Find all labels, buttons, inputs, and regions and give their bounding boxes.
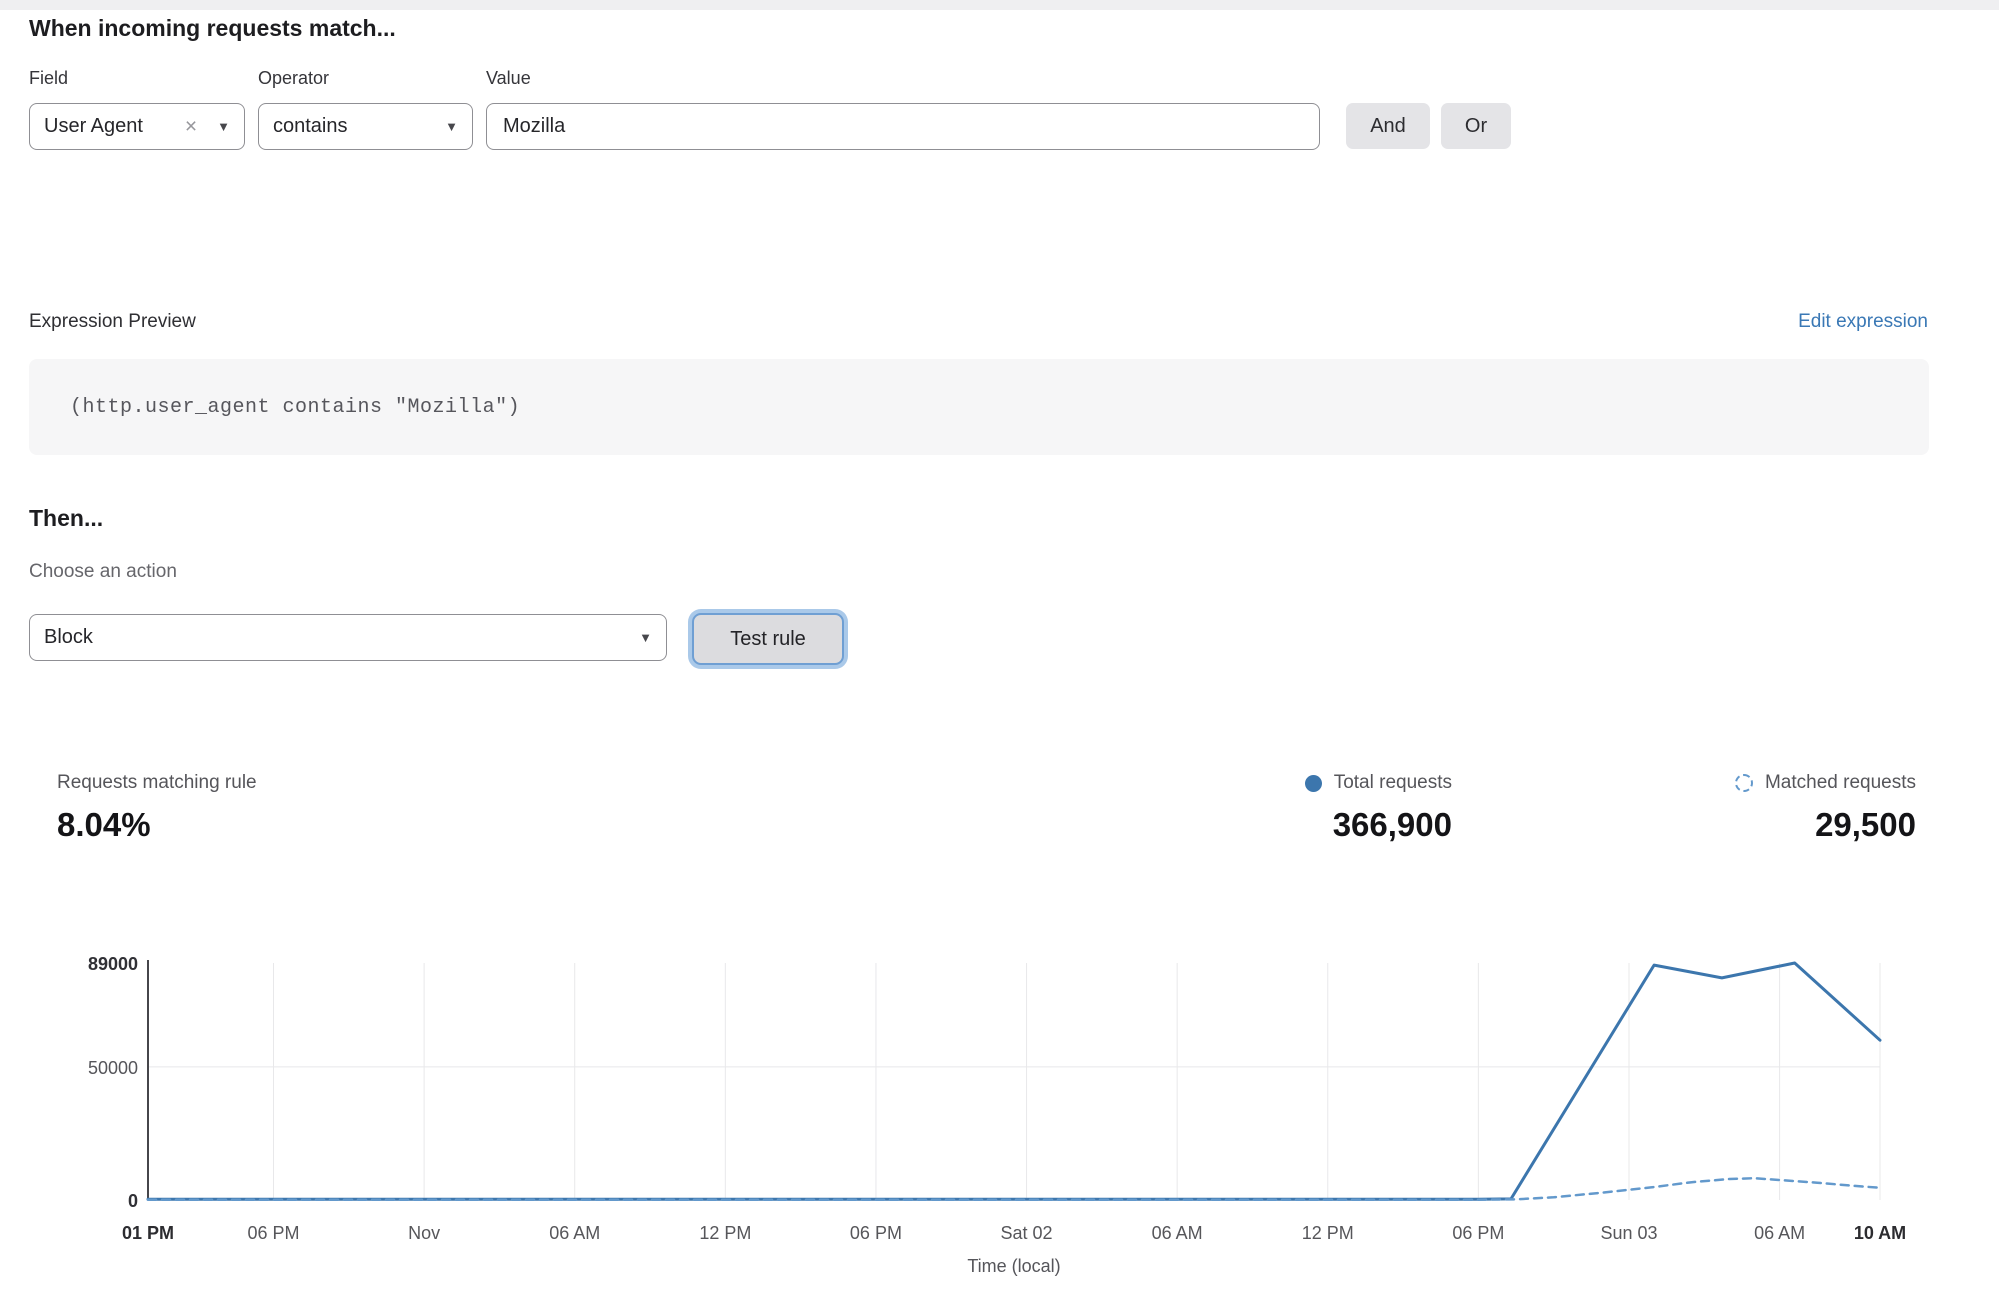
total-requests-dot-icon bbox=[1304, 774, 1322, 792]
action-dropdown-value: Block bbox=[44, 626, 93, 648]
field-label: Field bbox=[29, 68, 69, 88]
svg-text:Sun 03: Sun 03 bbox=[1600, 1223, 1657, 1243]
or-button[interactable]: Or bbox=[1441, 103, 1511, 149]
stat-matched-label: Matched requests bbox=[1764, 772, 1916, 793]
stat-matching-value: 8.04% bbox=[57, 806, 151, 843]
expression-preview-label: Expression Preview bbox=[29, 311, 196, 332]
chevron-down-icon[interactable]: ▼ bbox=[217, 119, 230, 134]
svg-text:10 AM: 10 AM bbox=[1854, 1223, 1906, 1243]
svg-text:06 AM: 06 AM bbox=[1754, 1223, 1805, 1243]
stat-total-requests: Total requests 366,900 bbox=[1304, 772, 1452, 844]
svg-text:0: 0 bbox=[128, 1191, 138, 1211]
action-dropdown[interactable]: Block ▼ bbox=[29, 614, 667, 661]
stat-total-label: Total requests bbox=[1333, 772, 1452, 793]
svg-text:12 PM: 12 PM bbox=[699, 1223, 751, 1243]
value-input[interactable] bbox=[486, 103, 1320, 150]
requests-line-chart: 01 PM 06 PM Nov 06 AM 12 PM 06 PM Sat 02 06 AM 1… bbox=[88, 954, 1906, 1276]
matched-requests-dashed-circle-icon bbox=[1734, 774, 1753, 792]
stat-matched-requests: Matched requests 29,500 bbox=[1734, 772, 1916, 844]
field-dropdown-value: User Agent bbox=[44, 115, 143, 137]
stat-matching-label: Requests matching rule bbox=[57, 772, 257, 793]
edit-expression-link[interactable]: Edit expression bbox=[1798, 311, 1928, 332]
chevron-down-icon[interactable]: ▼ bbox=[639, 630, 652, 645]
svg-text:06 PM: 06 PM bbox=[1452, 1223, 1504, 1243]
stat-matched-value: 29,500 bbox=[1815, 806, 1916, 843]
test-rule-button[interactable]: Test rule bbox=[692, 613, 844, 665]
top-border-strip bbox=[0, 0, 1999, 10]
section-title-when: When incoming requests match... bbox=[29, 15, 396, 41]
choose-action-label: Choose an action bbox=[29, 561, 177, 582]
operator-dropdown-value: contains bbox=[273, 115, 348, 137]
expression-code-block: (http.user_agent contains "Mozilla") bbox=[29, 359, 1929, 455]
svg-text:06 AM: 06 AM bbox=[549, 1223, 600, 1243]
svg-text:06 AM: 06 AM bbox=[1152, 1223, 1203, 1243]
expression-code: (http.user_agent contains "Mozilla") bbox=[70, 395, 521, 419]
clear-field-icon[interactable]: × bbox=[184, 115, 198, 138]
svg-text:01 PM: 01 PM bbox=[122, 1223, 174, 1243]
svg-text:89000: 89000 bbox=[88, 954, 138, 974]
operator-label: Operator bbox=[258, 68, 330, 88]
and-button[interactable]: And bbox=[1346, 103, 1430, 149]
svg-text:50000: 50000 bbox=[88, 1058, 138, 1078]
svg-text:06 PM: 06 PM bbox=[850, 1223, 902, 1243]
stat-matching-rule: Requests matching rule 8.04% bbox=[57, 772, 257, 844]
svg-text:Sat 02: Sat 02 bbox=[1001, 1223, 1053, 1243]
svg-text:Time (local): Time (local) bbox=[967, 1256, 1060, 1276]
chevron-down-icon[interactable]: ▼ bbox=[445, 119, 458, 134]
svg-text:12 PM: 12 PM bbox=[1302, 1223, 1354, 1243]
field-dropdown[interactable]: User Agent × ▼ bbox=[29, 103, 245, 150]
value-label: Value bbox=[486, 68, 531, 88]
stat-total-value: 366,900 bbox=[1332, 806, 1452, 843]
operator-dropdown[interactable]: contains ▼ bbox=[258, 103, 473, 150]
svg-text:Nov: Nov bbox=[408, 1223, 440, 1243]
svg-text:06 PM: 06 PM bbox=[247, 1223, 299, 1243]
section-title-then: Then... bbox=[29, 505, 104, 531]
